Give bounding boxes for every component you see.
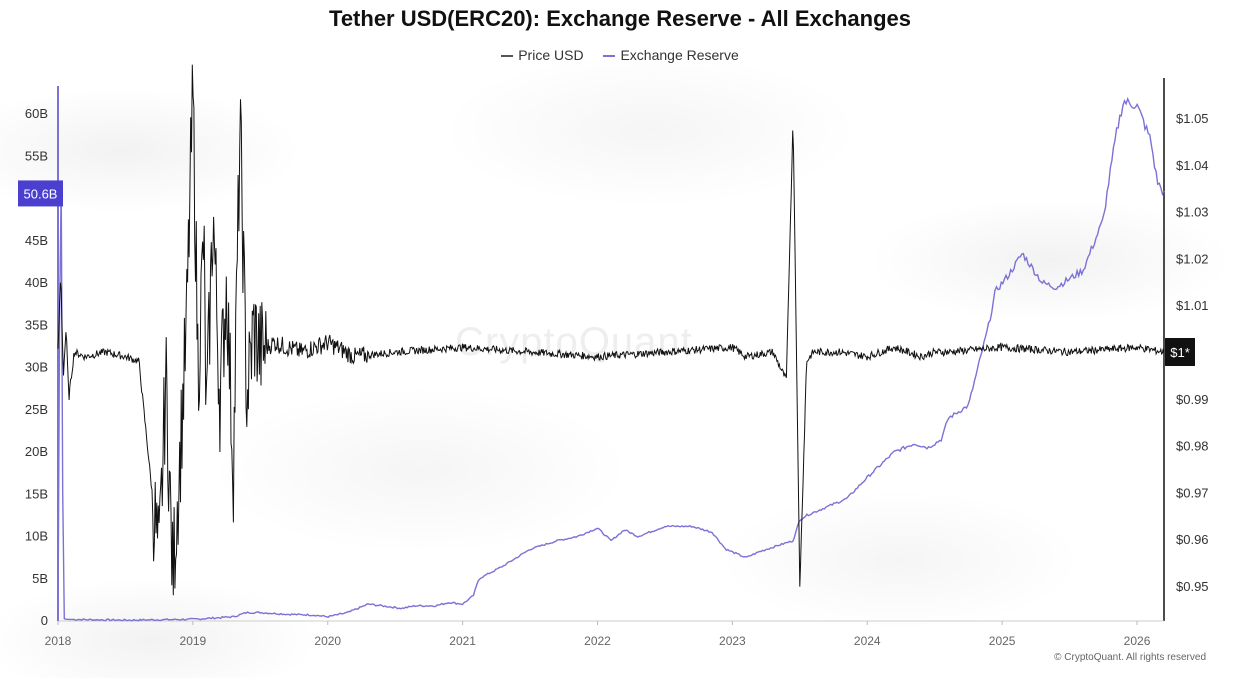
y-right-tick-label: $0.97	[1176, 485, 1209, 500]
chart-title: Tether USD(ERC20): Exchange Reserve - Al…	[329, 6, 911, 31]
y-left-tick-label: 60B	[25, 106, 48, 121]
x-tick-label: 2022	[584, 634, 611, 648]
reserve-series-line	[57, 96, 1165, 622]
price-current-badge	[1165, 338, 1195, 366]
y-left-tick-label: 10B	[25, 529, 48, 544]
y-left-tick-label: 30B	[25, 360, 48, 375]
y-right-tick-label: $1.04	[1176, 158, 1209, 173]
y-left-tick-label: 15B	[25, 486, 48, 501]
legend-item-price[interactable]: Price USD	[501, 47, 584, 63]
y-right-tick-label: $0.95	[1176, 579, 1209, 594]
y-left-tick-label: 0	[41, 613, 48, 628]
legend-item-reserve[interactable]: Exchange Reserve	[603, 47, 739, 63]
y-right-tick-label: $1.01	[1176, 298, 1209, 313]
copyright-text: © CryptoQuant. All rights reserved	[1054, 652, 1206, 663]
y-left-tick-label: 5B	[32, 571, 48, 586]
y-left-tick-label: 25B	[25, 402, 48, 417]
reserve-current-badge	[18, 180, 63, 207]
x-tick-label: 2020	[314, 634, 341, 648]
y-left-tick-label: 40B	[25, 275, 48, 290]
y-right-tick-label: $1.02	[1176, 251, 1209, 266]
legend-swatch-reserve	[603, 55, 616, 58]
x-tick-label: 2019	[180, 634, 207, 648]
price-series-line	[57, 64, 1165, 596]
y-left-tick-label: 45B	[25, 233, 48, 248]
y-right-tick-label: $1.03	[1176, 205, 1209, 220]
x-tick-label: 2024	[854, 634, 881, 648]
x-tick-label: 2025	[989, 634, 1016, 648]
y-left-tick-label: 35B	[25, 317, 48, 332]
chart-legend: Price USD Exchange Reserve	[0, 47, 1240, 63]
reserve-current-badge-label: 50.6B	[24, 186, 58, 201]
x-tick-label: 2018	[45, 634, 72, 648]
x-tick-label: 2026	[1124, 634, 1151, 648]
legend-label-price: Price USD	[518, 47, 584, 63]
legend-label-reserve: Exchange Reserve	[620, 47, 739, 63]
y-left-tick-label: 55B	[25, 148, 48, 163]
x-tick-label: 2023	[719, 634, 746, 648]
y-right-tick-label: $0.98	[1176, 439, 1209, 454]
legend-swatch-price	[501, 55, 514, 58]
y-right-tick-label: $0.96	[1176, 532, 1209, 547]
y-right-tick-label: $0.99	[1176, 392, 1209, 407]
x-tick-label: 2021	[449, 634, 476, 648]
y-right-tick-label: $1.05	[1176, 111, 1209, 126]
y-left-tick-label: 20B	[25, 444, 48, 459]
price-current-badge-label: $1*	[1170, 345, 1190, 360]
